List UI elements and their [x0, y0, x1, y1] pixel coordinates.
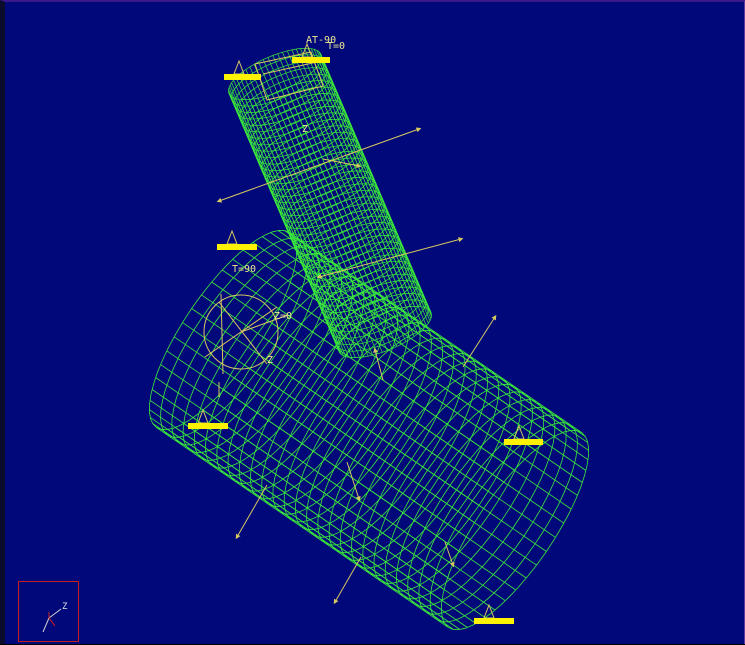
mesh-generator	[149, 409, 442, 610]
mesh-generator	[152, 422, 445, 624]
triad-z-label: Z	[62, 602, 68, 612]
mesh-generator	[261, 236, 555, 437]
boundary-marker-icon	[188, 408, 228, 429]
force-arrow-icon	[216, 127, 422, 203]
mesh-generator	[231, 82, 342, 341]
mesh-generator	[160, 364, 453, 565]
label-left-axis: Z	[267, 355, 273, 366]
mesh-generator	[270, 232, 563, 433]
mesh-generator	[228, 89, 339, 348]
force-arrow-icon	[235, 484, 268, 540]
force-arrow-icon	[316, 237, 464, 279]
mesh-generator	[149, 417, 443, 618]
label-left-z: Z=0	[274, 311, 292, 322]
boundary-markers	[188, 42, 543, 624]
label-top-axis: Z	[302, 124, 308, 135]
mesh-generator	[228, 87, 340, 346]
mesh-generator	[221, 269, 515, 471]
mesh-generator	[232, 258, 525, 460]
mesh-generator	[149, 399, 443, 601]
mesh-generator	[151, 389, 445, 590]
load-annotations	[203, 51, 497, 605]
view-triad-icon: Z	[42, 602, 68, 633]
boundary-marker-icon	[504, 424, 543, 445]
view-triad[interactable]: Z	[18, 581, 79, 642]
mesh-generator	[249, 66, 361, 325]
boundary-marker-icon	[474, 603, 514, 624]
force-arrow-icon	[444, 541, 455, 568]
mesh-generator	[156, 427, 449, 628]
mesh-generator	[182, 322, 475, 523]
mesh-generator	[241, 71, 353, 331]
branch-pipe-mesh	[228, 48, 432, 358]
mesh-generator	[238, 74, 350, 333]
force-arrow-icon	[346, 461, 361, 502]
mesh-generator	[191, 308, 484, 509]
force-arrow-icon	[373, 347, 384, 381]
force-arrow-icon	[462, 314, 497, 368]
mesh-scene[interactable]: AT-90 T=0 Z T=90 Z=0 Z	[5, 2, 745, 644]
mesh-generator	[252, 242, 546, 443]
boundary-marker-icon	[224, 59, 261, 80]
main-pipe-mesh	[148, 229, 590, 631]
label-top-at: AT-90	[306, 35, 336, 46]
mesh-generator	[253, 64, 365, 323]
label-left-t: T=90	[232, 264, 256, 275]
mesh-generator	[318, 51, 429, 310]
mesh-generator	[235, 77, 347, 336]
mesh-generator	[155, 377, 448, 578]
mesh-generator	[233, 79, 344, 339]
label-top-t: T=0	[327, 41, 345, 52]
mesh-generator	[166, 350, 460, 552]
force-arrow-icon	[333, 556, 362, 605]
mesh-generator	[211, 281, 504, 483]
boundary-marker-icon	[292, 42, 330, 63]
boundary-marker-icon	[217, 229, 257, 250]
